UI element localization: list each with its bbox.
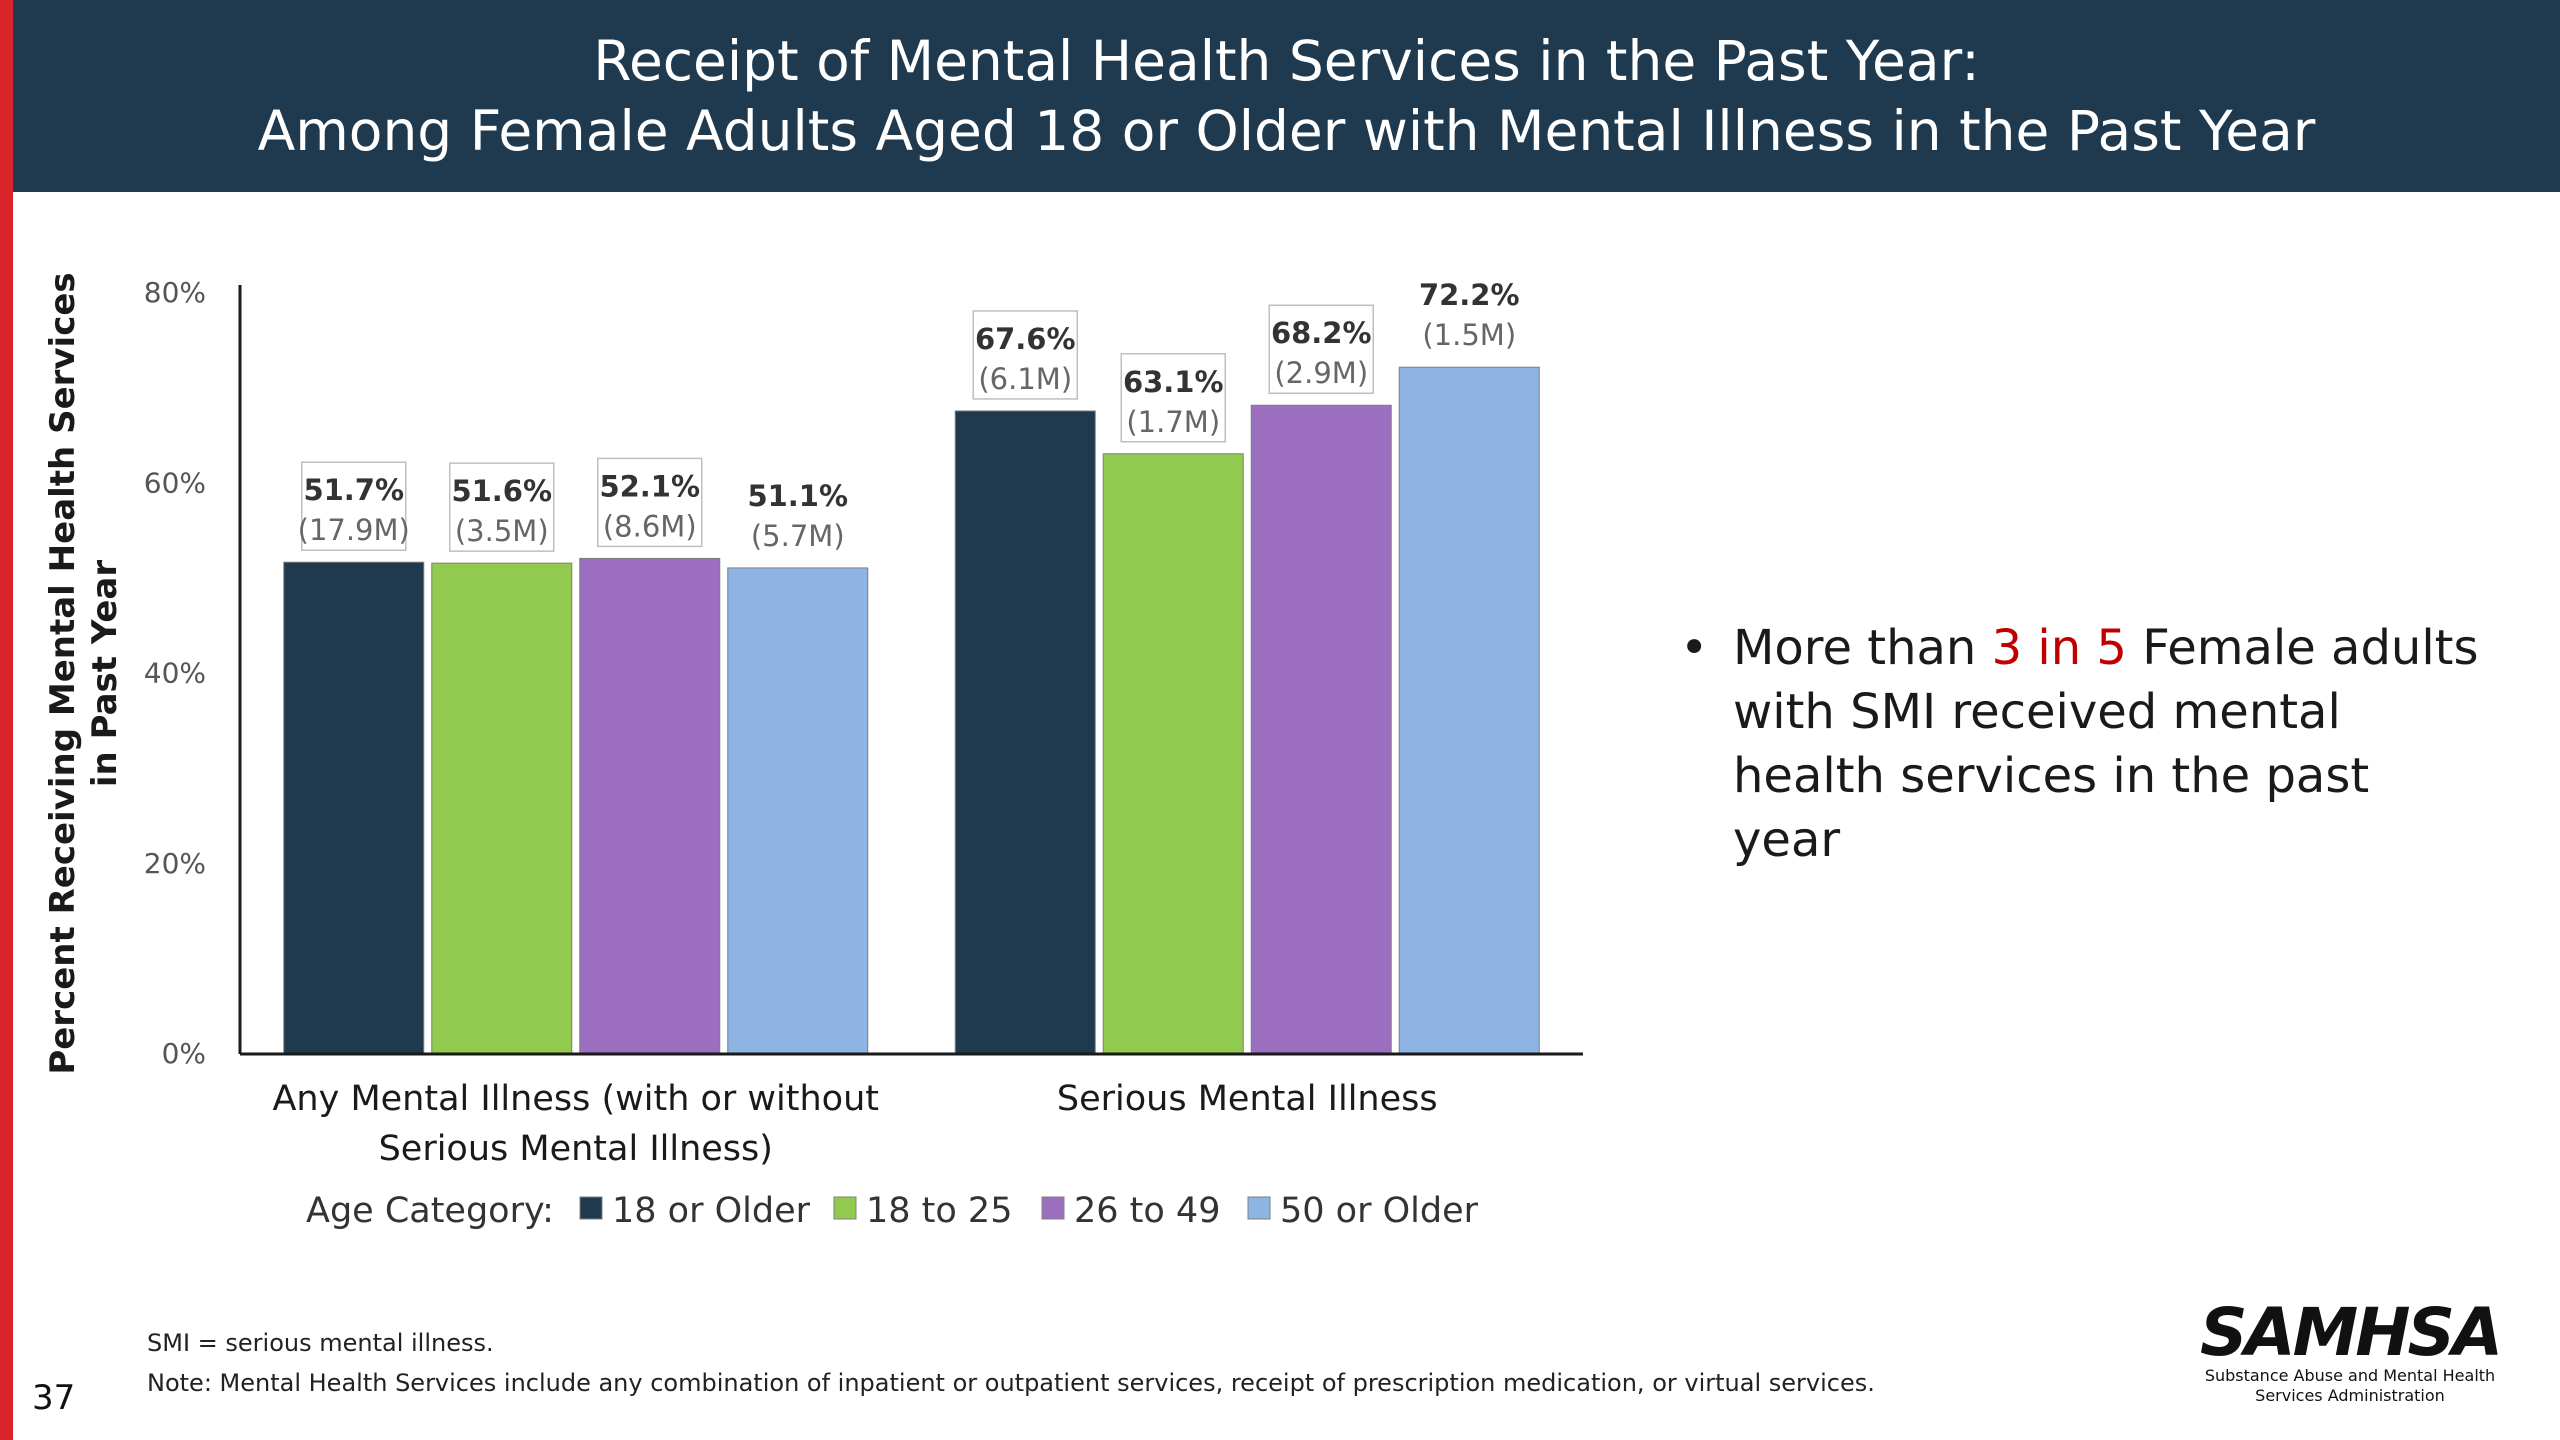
bullet-icon: • bbox=[1680, 620, 1709, 676]
footnote-services: Note: Mental Health Services include any… bbox=[147, 1369, 1875, 1397]
y-axis-title: Percent Receiving Mental Health Services… bbox=[43, 272, 125, 1074]
data-label-value: 68.2% bbox=[1271, 316, 1372, 350]
y-tick-label: 60% bbox=[144, 466, 206, 499]
samhsa-logo: SAMHSA Substance Abuse and Mental Health… bbox=[2200, 1294, 2503, 1406]
y-tick-label: 20% bbox=[144, 847, 206, 880]
data-label-value: 67.6% bbox=[975, 322, 1076, 356]
key-finding-prefix: More than bbox=[1733, 620, 1992, 676]
data-label-count: (2.9M) bbox=[1274, 356, 1368, 390]
bar bbox=[1102, 453, 1244, 1055]
data-label-value: 51.6% bbox=[451, 474, 552, 508]
data-label-box bbox=[301, 461, 407, 551]
footnote-smi: SMI = serious mental illness. bbox=[147, 1329, 494, 1357]
legend-swatch bbox=[579, 1196, 603, 1220]
slide-title-line1: Receipt of Mental Health Services in the… bbox=[593, 29, 1980, 93]
bar bbox=[1398, 366, 1540, 1055]
key-finding-highlight: 3 in 5 bbox=[1991, 620, 2127, 676]
y-tick-label: 40% bbox=[144, 657, 206, 690]
y-axis-title-line: in Past Year bbox=[85, 560, 125, 787]
data-label-box bbox=[1268, 304, 1374, 394]
data-label-count: (1.5M) bbox=[1422, 318, 1516, 352]
logo-wordmark: SAMHSA bbox=[2200, 1294, 2503, 1371]
data-label-value: 51.7% bbox=[303, 473, 404, 507]
slide-header: Receipt of Mental Health Services in the… bbox=[13, 0, 2560, 192]
legend-title: Age Category: bbox=[306, 1191, 554, 1231]
logo-subtitle-line2: Services Administration bbox=[2255, 1386, 2445, 1405]
data-label-value: 52.1% bbox=[599, 469, 700, 503]
data-label-count: (3.5M) bbox=[455, 514, 549, 548]
slide-title-line2: Among Female Adults Aged 18 or Older wit… bbox=[257, 99, 2316, 163]
data-label-value: 63.1% bbox=[1123, 365, 1224, 399]
bar bbox=[1250, 404, 1392, 1055]
y-tick-label: 0% bbox=[162, 1037, 206, 1070]
legend-label: 18 to 25 bbox=[866, 1191, 1012, 1231]
data-label-count: (6.1M) bbox=[978, 362, 1072, 396]
data-label-value: 51.1% bbox=[747, 479, 848, 513]
key-finding-suffix: Female adults with SMI received mental h… bbox=[1733, 620, 2479, 868]
key-finding-text: More than 3 in 5 Female adults with SMI … bbox=[1733, 616, 2480, 872]
bar bbox=[727, 567, 869, 1055]
legend-label: 26 to 49 bbox=[1074, 1191, 1220, 1231]
data-label-count: (8.6M) bbox=[603, 509, 697, 543]
bar-chart: 0% 20% 40% 60% 80% Percent Receiving Mental H… bbox=[43, 272, 1583, 1231]
bar bbox=[954, 410, 1096, 1055]
x-tick-label: Serious Mental Illness bbox=[1057, 1079, 1438, 1119]
footnotes: SMI = serious mental illness. Note: Ment… bbox=[147, 1323, 1875, 1403]
data-label-value: 72.2% bbox=[1419, 278, 1520, 312]
legend-label: 50 or Older bbox=[1280, 1191, 1479, 1231]
legend-label: 18 or Older bbox=[612, 1191, 811, 1231]
bar bbox=[579, 557, 721, 1055]
x-tick-label: Serious Mental Illness) bbox=[379, 1129, 773, 1169]
data-label-count: (1.7M) bbox=[1126, 405, 1220, 439]
page-number: 37 bbox=[32, 1378, 76, 1418]
data-label-box bbox=[597, 457, 703, 548]
legend-swatch bbox=[1041, 1196, 1065, 1220]
y-tick-label: 80% bbox=[144, 276, 206, 309]
data-label-box bbox=[972, 310, 1078, 400]
data-label-box bbox=[1120, 353, 1226, 443]
legend-swatch bbox=[833, 1196, 857, 1220]
legend-swatch bbox=[1247, 1196, 1271, 1220]
accent-bar bbox=[0, 0, 13, 1440]
key-finding-bullet: • More than 3 in 5 Female adults with SM… bbox=[1680, 616, 2480, 872]
bar bbox=[283, 561, 425, 1055]
data-label-count: (17.9M) bbox=[298, 513, 410, 547]
y-axis-title-line: Percent Receiving Mental Health Services bbox=[43, 272, 83, 1074]
logo-subtitle-line1: Substance Abuse and Mental Health bbox=[2204, 1366, 2496, 1385]
data-label-box bbox=[449, 462, 555, 552]
data-label-count: (5.7M) bbox=[751, 519, 845, 553]
bar bbox=[431, 562, 573, 1055]
x-tick-label: Any Mental Illness (with or without bbox=[272, 1079, 879, 1119]
